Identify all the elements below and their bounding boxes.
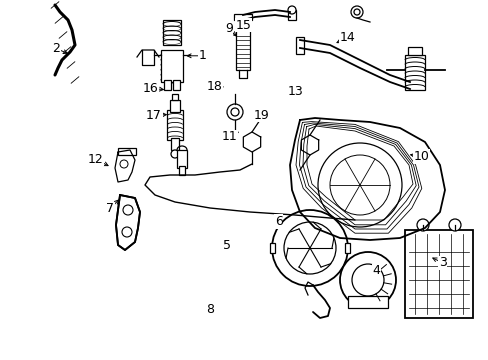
Circle shape (120, 160, 128, 168)
Circle shape (284, 222, 335, 274)
Bar (287, 10, 295, 20)
Text: 14: 14 (339, 31, 354, 44)
Circle shape (448, 219, 460, 231)
Text: 19: 19 (253, 109, 269, 122)
Circle shape (339, 252, 395, 308)
Bar (167, 110, 183, 140)
Text: 11: 11 (222, 130, 237, 143)
Circle shape (271, 210, 347, 286)
Text: 6: 6 (274, 215, 282, 228)
Bar (295, 37, 304, 54)
Text: 7: 7 (106, 202, 114, 215)
Bar (234, 14, 251, 20)
Text: 3: 3 (438, 256, 446, 269)
Text: 5: 5 (223, 239, 231, 252)
Circle shape (287, 6, 295, 14)
Circle shape (416, 219, 428, 231)
Text: 12: 12 (87, 153, 103, 166)
Bar (236, 20, 249, 70)
Bar (345, 243, 349, 253)
Bar (407, 47, 421, 55)
Text: 4: 4 (372, 264, 380, 277)
Circle shape (353, 9, 359, 15)
Circle shape (329, 155, 389, 215)
Text: 9: 9 (224, 22, 232, 35)
Text: 2: 2 (52, 42, 60, 55)
Text: 17: 17 (146, 109, 162, 122)
Bar (161, 50, 183, 82)
Circle shape (230, 108, 239, 116)
Text: 15: 15 (235, 19, 251, 32)
Circle shape (123, 205, 133, 215)
Bar (170, 100, 180, 112)
Bar (118, 148, 136, 155)
Circle shape (350, 6, 362, 18)
Text: 10: 10 (413, 150, 428, 163)
Text: 16: 16 (142, 82, 158, 95)
Polygon shape (301, 135, 318, 155)
Text: 13: 13 (287, 85, 303, 98)
Circle shape (351, 264, 383, 296)
Text: 18: 18 (206, 80, 222, 93)
Polygon shape (243, 132, 260, 152)
Circle shape (171, 150, 179, 158)
Bar (404, 55, 424, 90)
Bar (269, 243, 274, 253)
Polygon shape (116, 195, 140, 250)
Bar (177, 150, 186, 168)
Bar (347, 296, 387, 308)
Text: 8: 8 (206, 303, 214, 316)
Bar (173, 80, 180, 90)
Bar (172, 94, 178, 100)
Text: 1: 1 (199, 49, 206, 62)
Bar (404, 230, 472, 318)
Polygon shape (289, 118, 444, 240)
Circle shape (122, 227, 132, 237)
Bar (171, 138, 179, 150)
Circle shape (226, 104, 243, 120)
Bar (163, 80, 171, 90)
Bar (179, 166, 184, 175)
Bar (163, 20, 181, 45)
Circle shape (317, 143, 401, 227)
Polygon shape (115, 150, 135, 182)
